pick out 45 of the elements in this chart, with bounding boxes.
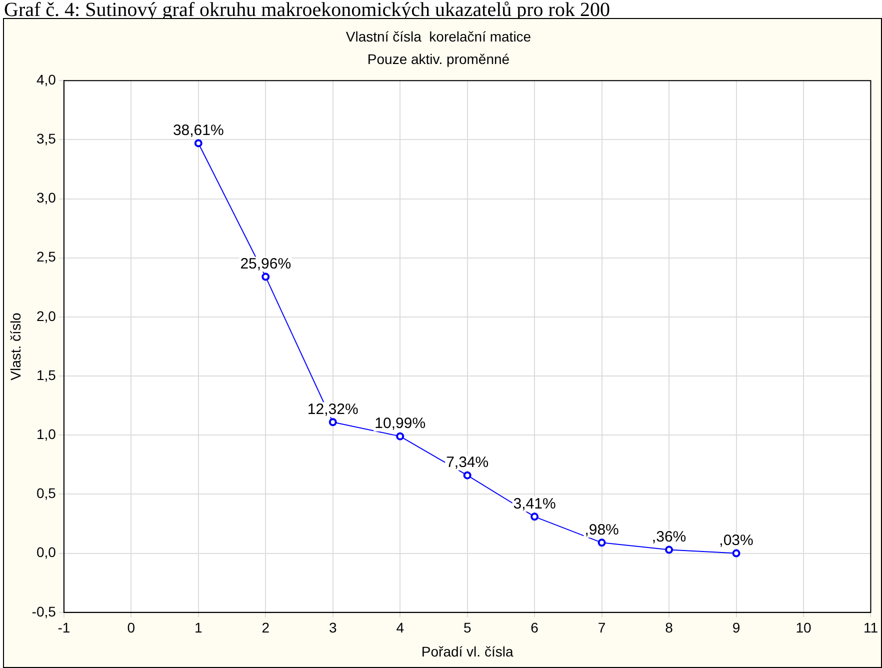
x-tick-label: 0 <box>127 620 136 636</box>
point <box>598 538 606 547</box>
annotation: 7,34% <box>446 454 489 471</box>
x-tick-label: 7 <box>598 620 606 636</box>
x-tick-label: 6 <box>530 620 539 636</box>
y-tick-label: 4,0 <box>36 71 56 88</box>
x-tick-label: 4 <box>396 620 404 636</box>
y-tick-label: 0,5 <box>36 485 56 502</box>
y-tick-label: 3,5 <box>36 130 56 147</box>
x-tick-label: 1 <box>194 620 202 636</box>
point <box>262 272 270 281</box>
point <box>396 432 404 440</box>
annotation: 12,32% <box>307 400 358 418</box>
y-tick-label: 3,0 <box>36 190 56 206</box>
x-tick-label: 5 <box>463 620 472 636</box>
y-tick-label: 1,5 <box>36 366 56 383</box>
y-tick-label: 2,5 <box>36 248 56 265</box>
x-tick-label: 3 <box>328 620 337 636</box>
point <box>463 471 472 480</box>
x-tick-label: -1 <box>58 620 70 636</box>
annotation: 38,61% <box>172 122 224 139</box>
annotation: ,03% <box>719 532 754 549</box>
annotation: ,36% <box>652 528 686 546</box>
y-tick-label: 2,0 <box>36 308 56 324</box>
y-tick-label: -0,5 <box>32 603 56 620</box>
x-tick-label: 2 <box>262 620 270 636</box>
annotation: 25,96% <box>240 255 292 272</box>
x-tick-label: 10 <box>796 620 812 636</box>
x-tick-label: 11 <box>863 620 878 636</box>
annotation: 3,41% <box>513 495 556 512</box>
point <box>194 139 202 148</box>
y-tick-label: 0,0 <box>36 544 56 560</box>
x-tick-label: 9 <box>732 620 740 636</box>
point <box>328 418 337 426</box>
x-axis-title: Pořadí vl. čísla <box>421 643 514 660</box>
x-tick-label: 8 <box>665 620 674 636</box>
point <box>732 549 740 558</box>
annotation: 10,99% <box>374 414 426 432</box>
chart-subtitle: Pouze aktiv. proměnné <box>367 51 510 68</box>
chart-title: Vlastní čísla korelační matice <box>346 28 532 44</box>
point <box>665 546 674 554</box>
y-tick-label: 1,0 <box>36 426 56 442</box>
point <box>530 512 539 521</box>
y-axis-title: Vlast. číslo <box>7 312 24 380</box>
annotation: ,98% <box>584 521 619 538</box>
